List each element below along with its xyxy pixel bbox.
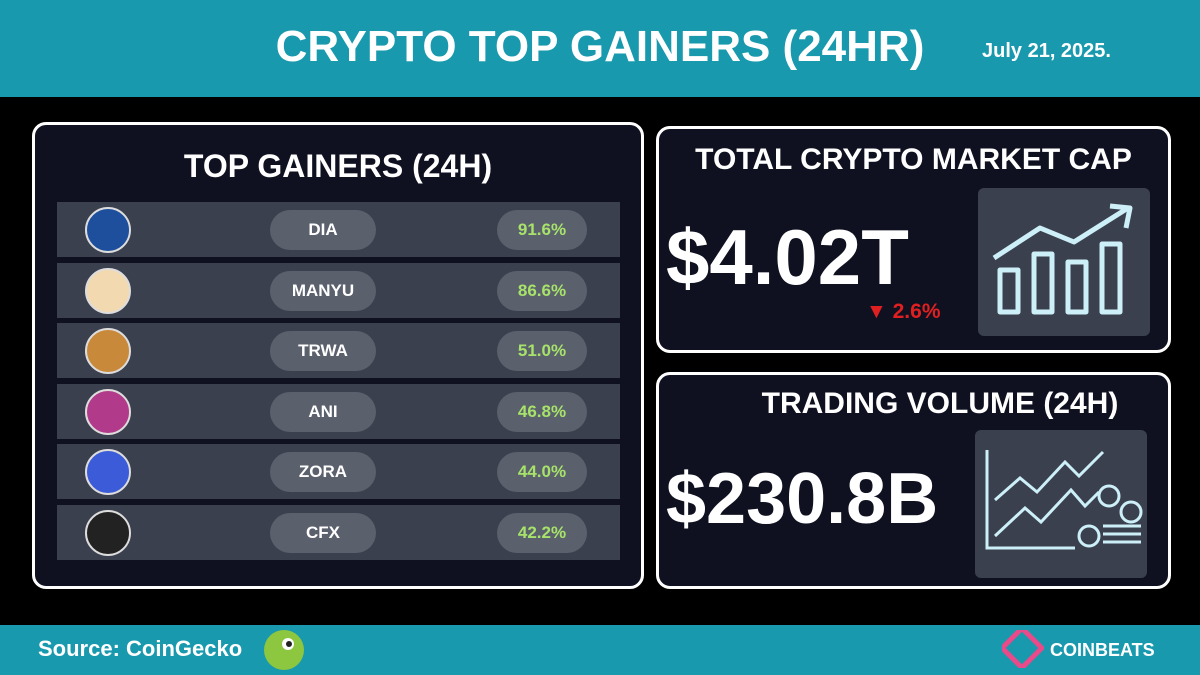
- gainer-row: ZORA 44.0%: [57, 444, 620, 499]
- chart-icon: [978, 188, 1150, 336]
- coin-symbol: TRWA: [270, 331, 376, 371]
- market-cap-value: $4.02T: [666, 213, 909, 301]
- footer-bar: [0, 625, 1200, 675]
- coin-symbol: MANYU: [270, 270, 376, 311]
- coin-logo: [85, 328, 131, 374]
- market-cap-change: 2.6%: [892, 300, 941, 323]
- coin-symbol: DIA: [270, 210, 376, 250]
- coin-logo: [85, 267, 131, 314]
- market-cap-title: TOTAL CRYPTO MARKET CAP: [695, 143, 1132, 176]
- coin-symbol: ANI: [270, 391, 376, 432]
- coin-symbol: ZORA: [270, 452, 376, 492]
- gainer-row: DIA 91.6%: [57, 202, 620, 257]
- coin-logo: [85, 509, 131, 556]
- volume-icon: [975, 430, 1147, 578]
- coin-change: 42.2%: [497, 512, 587, 553]
- coin-logo: [85, 207, 131, 253]
- gainer-row: MANYU 86.6%: [57, 262, 620, 318]
- page-title: CRYPTO TOP GAINERS (24HR): [275, 22, 925, 71]
- coin-change: 46.8%: [497, 391, 587, 432]
- header-bar: [0, 0, 1200, 97]
- coingecko-logo: [264, 630, 304, 670]
- coin-symbol: CFX: [270, 512, 376, 553]
- gainer-row: TRWA 51.0%: [57, 323, 620, 378]
- gainer-row: ANI 46.8%: [57, 383, 620, 439]
- brand-logo: [1002, 630, 1044, 668]
- coin-change: 86.6%: [497, 270, 587, 311]
- gainers-title: TOP GAINERS (24H): [183, 148, 493, 184]
- coin-logo: [85, 449, 131, 495]
- gainer-row: CFX 42.2%: [57, 504, 620, 560]
- source: Source: CoinGecko: [38, 636, 243, 661]
- brand: COINBEATS: [1050, 640, 1155, 660]
- coin-change: 91.6%: [497, 210, 587, 250]
- volume-value: $230.8B: [666, 459, 939, 539]
- coin-change: 44.0%: [497, 452, 587, 492]
- volume-title: TRADING VOLUME (24H): [761, 387, 1119, 420]
- market-cap-change-wrap: ▼ 2.6%: [866, 300, 941, 323]
- coin-change: 51.0%: [497, 331, 587, 371]
- coin-logo: [85, 388, 131, 435]
- date: July 21, 2025.: [982, 40, 1111, 62]
